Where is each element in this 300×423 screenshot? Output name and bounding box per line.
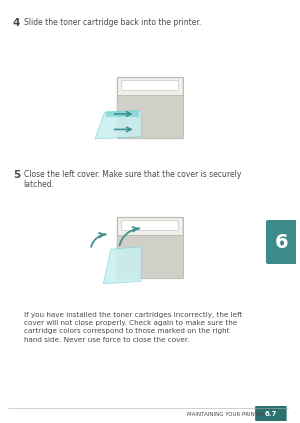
FancyBboxPatch shape xyxy=(118,78,183,96)
Text: 5: 5 xyxy=(13,170,20,180)
FancyBboxPatch shape xyxy=(122,80,178,90)
FancyBboxPatch shape xyxy=(266,220,298,264)
FancyBboxPatch shape xyxy=(122,220,178,230)
Polygon shape xyxy=(106,111,138,117)
Polygon shape xyxy=(95,110,141,139)
FancyBboxPatch shape xyxy=(117,217,184,279)
FancyBboxPatch shape xyxy=(118,218,183,236)
Text: Close the left cover. Make sure that the cover is securely
latched.: Close the left cover. Make sure that the… xyxy=(24,170,241,190)
FancyBboxPatch shape xyxy=(117,77,184,139)
FancyBboxPatch shape xyxy=(255,406,287,421)
Text: 4: 4 xyxy=(13,18,20,28)
Text: If you have installed the toner cartridges incorrectly, the left
cover will not : If you have installed the toner cartridg… xyxy=(24,312,242,343)
Polygon shape xyxy=(103,247,141,284)
Text: MAINTAINING YOUR PRINTER: MAINTAINING YOUR PRINTER xyxy=(187,412,265,417)
Text: Slide the toner cartridge back into the printer.: Slide the toner cartridge back into the … xyxy=(24,18,201,27)
Text: 6: 6 xyxy=(275,233,289,252)
Text: 6.7: 6.7 xyxy=(265,410,277,417)
